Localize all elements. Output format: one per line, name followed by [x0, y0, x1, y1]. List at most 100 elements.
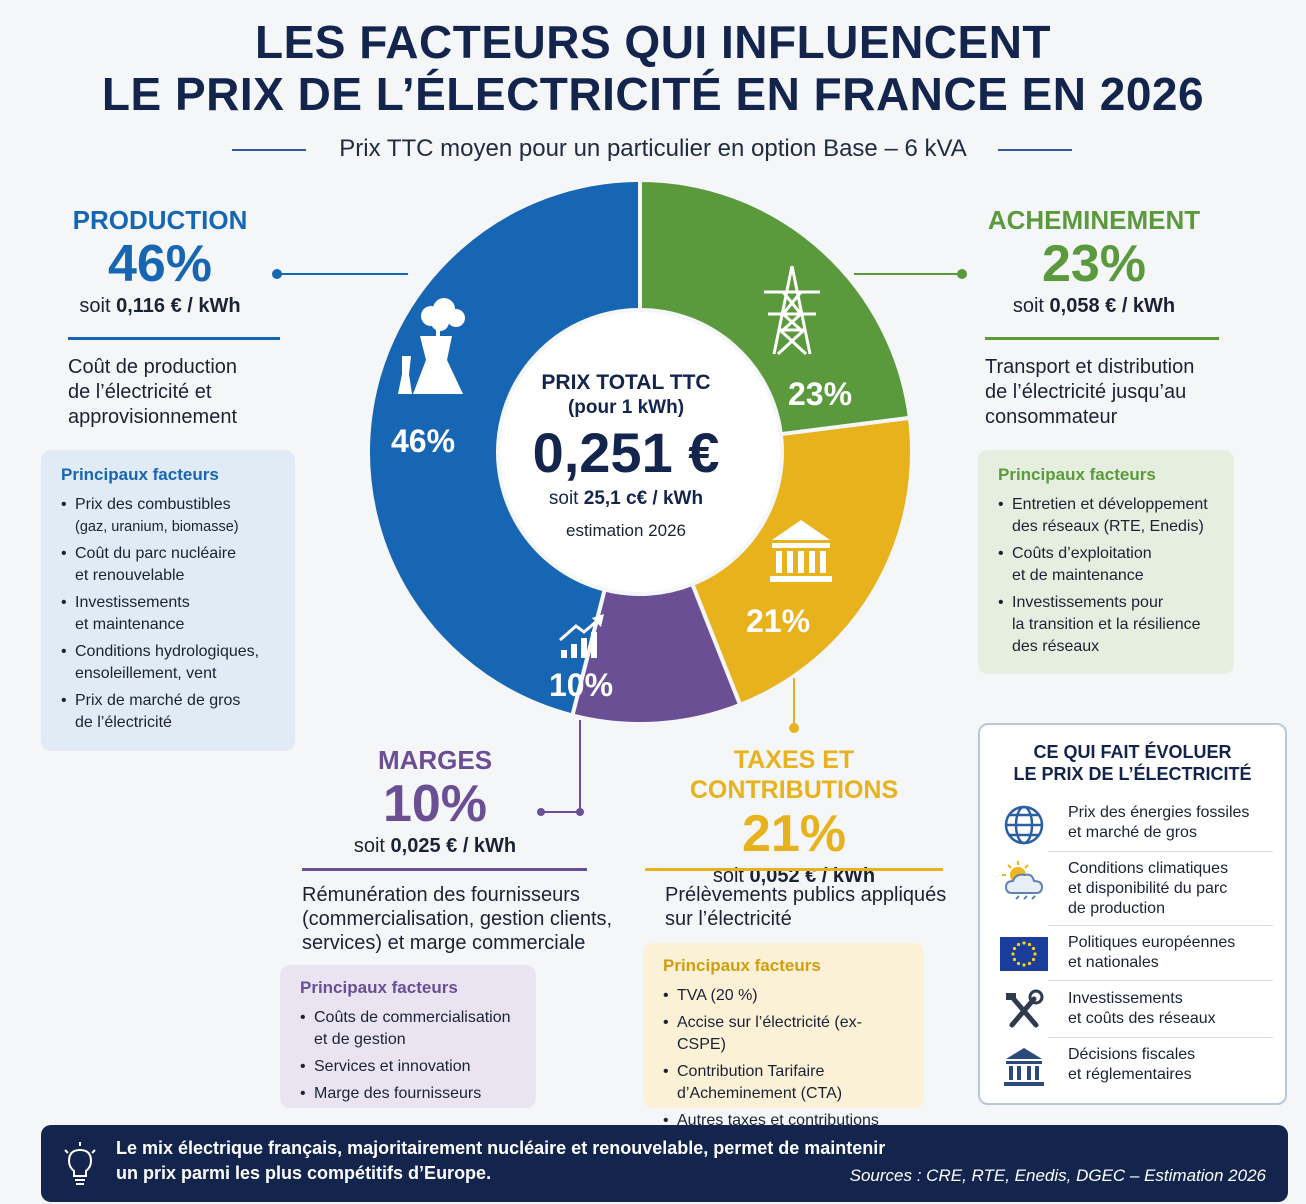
evolution-line: Politiques européennes: [1068, 934, 1236, 951]
tools-icon: [1006, 989, 1044, 1028]
footer-text: Le mix électrique français, majoritairem…: [116, 1136, 885, 1186]
marges-connector-dot-b: [537, 808, 545, 816]
evolution-line: et coûts des réseaux: [1068, 1010, 1216, 1027]
list-item: Entretien et développement des réseaux (R…: [998, 494, 1214, 538]
footer-line2: un prix parmi les plus compétitifs d’Eur…: [116, 1163, 492, 1183]
growth-chart-icon: [559, 614, 604, 658]
evolution-line: Conditions climatiques: [1068, 860, 1229, 877]
production-rule: [68, 337, 280, 340]
factor-line: et maintenance: [75, 616, 185, 633]
center-subtitle: (pour 1 kWh): [567, 397, 685, 418]
factor-line: des réseaux: [1012, 638, 1100, 655]
list-item: Conditions hydrologiques, ensoleillement,…: [61, 641, 275, 685]
acheminement-desc-line2: de l’électricité jusqu’au: [985, 381, 1187, 403]
factor-line: (gaz, uranium, biomasse): [75, 519, 239, 535]
center-estimate: estimation 2026: [565, 521, 687, 540]
production-kwh-unit: / kWh: [181, 295, 241, 317]
taxes-pct: 21%: [741, 805, 847, 863]
evolution-line: Prix des énergies fossiles: [1068, 804, 1250, 821]
acheminement-kwh-unit: / kWh: [1116, 295, 1176, 317]
donut-slice-acheminement: [638, 177, 913, 437]
factor-line: de l’électricité: [75, 714, 172, 731]
marges-desc-line2: (commercialisation, gestion clients,: [302, 908, 613, 930]
production-factors-box: Principaux facteurs Prix des combustible…: [41, 450, 295, 751]
production-description: Coût de production de l’électricité et a…: [68, 355, 237, 430]
production-connector-dot: [272, 269, 282, 279]
eu-star: [1012, 946, 1017, 951]
list-item: TVA (20 %): [663, 985, 904, 1007]
acheminement-name: ACHEMINEMENT: [987, 205, 1201, 235]
marges-factors-title: Principaux facteurs: [300, 978, 458, 997]
acheminement-kwh-prefix: soit: [1012, 295, 1050, 317]
acheminement-rule: [985, 337, 1219, 340]
factor-line: Investissements: [75, 594, 190, 611]
evolution-title-line2: LE PRIX DE L’ÉLECTRICITÉ: [1013, 764, 1252, 784]
factor-line: ensoleillement, vent: [75, 665, 217, 682]
evolution-item-text: Investissements et coûts des réseaux: [1068, 989, 1268, 1029]
weather-icon: [1002, 861, 1044, 900]
power-plant-icon: [398, 298, 465, 394]
production-kwh-prefix: soit: [79, 295, 117, 317]
marges-kwh-value: 0,025 €: [390, 835, 458, 857]
page-title-line1: LES FACTEURS QUI INFLUENCENT: [254, 16, 1052, 68]
subtitle: Prix TTC moyen pour un particulier en op…: [339, 135, 967, 162]
list-item: Prix des combustibles (gaz, uranium, biom…: [61, 494, 275, 538]
list-item: Coûts de commercialisation et de gestion: [300, 1007, 516, 1051]
marges-pct: 10%: [382, 775, 488, 833]
factor-line: Prix des combustibles: [75, 496, 231, 513]
eu-star: [1031, 946, 1036, 951]
eu-star: [1031, 957, 1036, 962]
marges-factors-box: Principaux facteurs Coûts de commerciali…: [280, 965, 536, 1108]
list-item: Coûts d’exploitation et de maintenance: [998, 543, 1214, 587]
production-name: PRODUCTION: [72, 205, 248, 235]
acheminement-desc-line3: consommateur: [985, 406, 1118, 428]
evolution-line: et marché de gros: [1068, 824, 1197, 841]
evolution-line: et réglementaires: [1068, 1066, 1192, 1083]
taxes-factors-title: Principaux facteurs: [663, 956, 821, 975]
donut-label-taxes: 21%: [746, 603, 810, 639]
production-desc-line2: de l’électricité et: [68, 381, 212, 403]
eu-star: [1011, 952, 1015, 956]
list-item: Accise sur l’électricité (ex-CSPE): [663, 1012, 904, 1056]
evolution-line: de production: [1068, 900, 1165, 917]
evolution-item-text: Prix des énergies fossiles et marché de g…: [1068, 803, 1268, 843]
acheminement-factors-title: Principaux facteurs: [998, 465, 1156, 484]
marges-header: MARGES 10% soit 0,025 € / kWh: [315, 745, 555, 859]
acheminement-desc-line1: Transport et distribution: [985, 356, 1195, 378]
subtitle-left-rule: [232, 149, 306, 151]
acheminement-header: ACHEMINEMENT 23% soit 0,058 € / kWh: [974, 205, 1214, 319]
lightbulb-icon: [64, 1142, 96, 1185]
eu-star: [1027, 942, 1032, 947]
marges-kwh-prefix: soit: [353, 835, 391, 857]
donut-label-production: 46%: [391, 423, 455, 459]
list-item: Contribution Tarifaire d’Acheminement (CT…: [663, 1061, 904, 1105]
globe-icon: [1004, 805, 1044, 845]
page-title-line2: LE PRIX DE L’ÉLECTRICITÉ EN FRANCE EN 20…: [101, 68, 1205, 120]
footer-banner: Le mix électrique français, majoritairem…: [41, 1125, 1288, 1202]
list-item: Marge des fournisseurs: [300, 1083, 516, 1105]
acheminement-kwh: soit 0,058 € / kWh: [974, 293, 1214, 319]
evolution-title: CE QUI FAIT ÉVOLUER LE PRIX DE L’ÉLECTRI…: [980, 741, 1285, 785]
center-cents: soit 25,1 c€ / kWh: [476, 486, 776, 512]
factor-line: la transition et la résilience: [1012, 616, 1201, 633]
government-building-icon: [1004, 1048, 1044, 1086]
list-item: Investissements et maintenance: [61, 592, 275, 636]
factor-line: Coûts d’exploitation: [1012, 545, 1152, 562]
eu-star: [1022, 941, 1026, 945]
factor-line: Conditions hydrologiques,: [75, 643, 260, 660]
evolution-title-line1: CE QUI FAIT ÉVOLUER: [1033, 742, 1232, 762]
center-title: PRIX TOTAL TTC: [541, 371, 711, 394]
production-desc-line3: approvisionnement: [68, 406, 237, 428]
divider: [1048, 1037, 1273, 1038]
list-item: Services et innovation: [300, 1056, 516, 1078]
list-item: Prix de marché de gros de l’électricité: [61, 690, 275, 734]
taxes-desc-line1: Prélèvements publics appliqués: [665, 884, 947, 906]
taxes-description: Prélèvements publics appliqués sur l’éle…: [665, 883, 946, 931]
evolution-line: et nationales: [1068, 954, 1159, 971]
production-header: PRODUCTION 46% soit 0,116 € / kWh: [40, 205, 280, 319]
government-building-icon: [770, 520, 832, 582]
evolution-panel: CE QUI FAIT ÉVOLUER LE PRIX DE L’ÉLECTRI…: [978, 723, 1287, 1105]
evolution-item-text: Conditions climatiques et disponibilité d…: [1068, 859, 1268, 919]
divider: [1048, 851, 1273, 852]
